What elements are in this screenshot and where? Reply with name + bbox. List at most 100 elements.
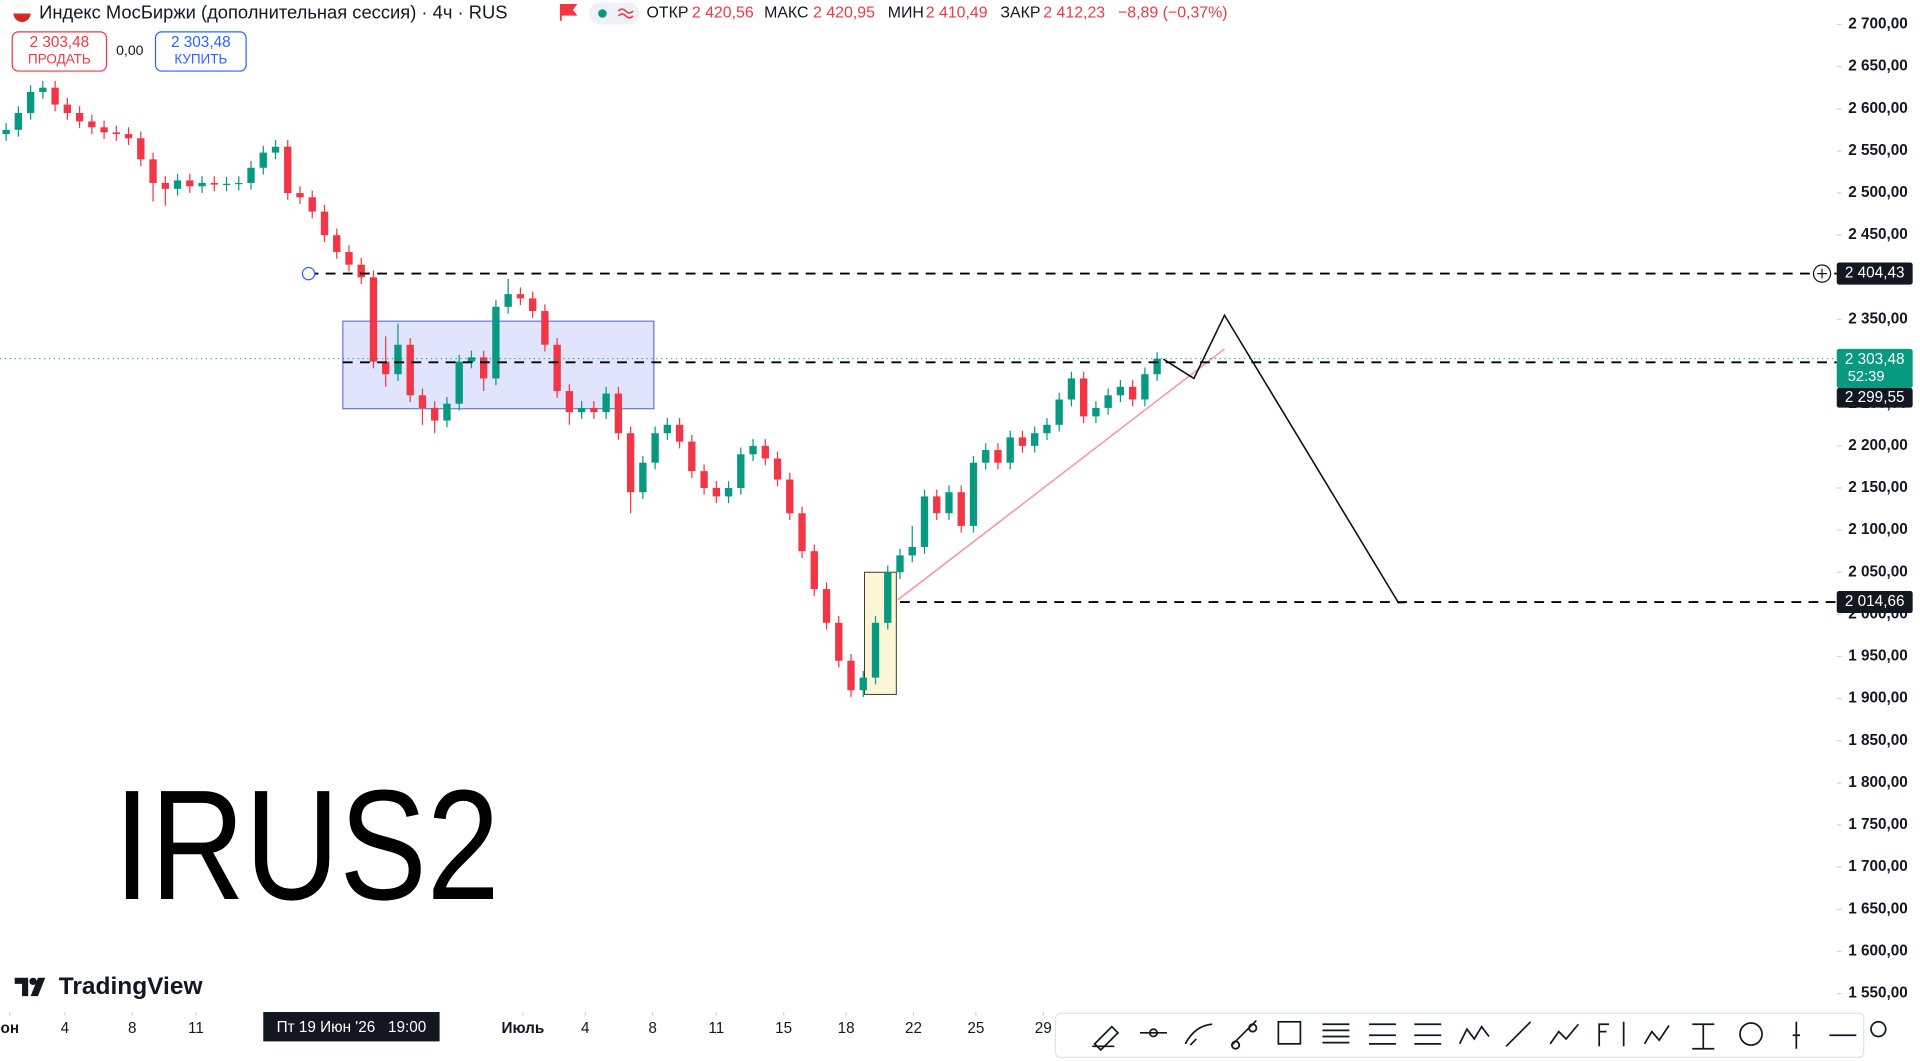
candle-body [112, 132, 120, 135]
candle-body [577, 407, 586, 413]
candle-body [308, 197, 316, 212]
candle-body [945, 492, 953, 514]
candle-body [345, 252, 353, 265]
tool-icon[interactable] [1505, 1021, 1532, 1047]
x-tick-label: 8 [128, 1020, 137, 1037]
flag-icon[interactable] [559, 3, 578, 21]
x-tick-label: 15 [775, 1020, 792, 1037]
y-tick-label: 1 950,00 [1848, 648, 1908, 665]
candle-body [394, 344, 402, 375]
candle-body [602, 393, 610, 413]
candle-body [137, 138, 145, 160]
candle-body [957, 492, 965, 526]
logo: TradingView [59, 973, 204, 1000]
tool-icon[interactable] [1458, 1025, 1490, 1045]
settings-icon[interactable] [1870, 1020, 1887, 1038]
candle-body [173, 180, 182, 189]
candle-body [222, 183, 231, 186]
candle-body [259, 152, 267, 168]
tool-icon[interactable] [1184, 1023, 1213, 1046]
candle-body [773, 458, 782, 480]
candle-body [51, 87, 59, 105]
ohlc-label: ОТКР [647, 5, 689, 22]
y-tick-label: 2 700,00 [1848, 16, 1908, 33]
candle-body [626, 433, 635, 493]
change-value: −8,89 (−0,37%) [1118, 5, 1228, 22]
candle-body [1055, 399, 1063, 425]
candle-body [418, 395, 427, 408]
candle-body [161, 182, 169, 189]
candle-body [369, 277, 378, 362]
y-tick-label: 2 500,00 [1848, 184, 1908, 201]
candle-body [822, 589, 831, 623]
candle-body [186, 180, 194, 187]
ohlc-value: 2 420,95 [813, 5, 875, 22]
buy-price: 2 303,48 [171, 34, 231, 51]
y-tick-label: 1 650,00 [1848, 900, 1908, 917]
price-label-bg [1836, 591, 1913, 614]
tool-icon[interactable] [1643, 1024, 1670, 1045]
tool-icon[interactable] [1792, 1021, 1800, 1049]
candle-body [75, 113, 84, 122]
status-pill [588, 2, 640, 25]
symbol-title: Индекс МосБиржи (дополнительная сессия) … [39, 1, 507, 22]
last-price-bg [1836, 348, 1913, 389]
toolbar [1054, 1012, 1865, 1058]
candle-body [1043, 424, 1051, 434]
candle-body [700, 471, 708, 488]
candle-body [1018, 437, 1027, 446]
tool-icon[interactable] [1549, 1023, 1580, 1045]
candle-body [26, 91, 35, 114]
y-tick-label: 2 150,00 [1848, 479, 1908, 496]
tool-icon[interactable] [1322, 1023, 1350, 1044]
tool-icon[interactable] [1277, 1020, 1302, 1045]
crosshair-label: Пт 19 Июн '26 19:00 [277, 1019, 427, 1036]
candle-body [39, 87, 47, 92]
candle-body [590, 407, 598, 413]
candle-body [859, 677, 867, 691]
x-tick-label: 11 [708, 1020, 724, 1037]
tool-icon[interactable] [1231, 1019, 1258, 1050]
candle-body [1080, 378, 1088, 417]
ohlc-label: МАКС [764, 5, 808, 22]
sell-button[interactable] [11, 31, 108, 72]
candle-body [296, 193, 304, 198]
candle-body [516, 294, 525, 299]
y-tick-label: 1 900,00 [1848, 690, 1908, 707]
plot-area [0, 80, 1837, 697]
candle-body [651, 433, 659, 463]
candle-body [798, 513, 806, 552]
tool-icon[interactable] [1092, 1025, 1120, 1052]
candle-body [541, 311, 549, 345]
candle-body [149, 159, 157, 183]
candle-body [553, 344, 561, 392]
candle-body [1153, 358, 1161, 375]
tool-icon[interactable] [1598, 1021, 1625, 1047]
y-tick-label: 1 700,00 [1848, 858, 1908, 875]
last-price-label: 2 303,48 [1845, 351, 1905, 368]
candle-body [810, 551, 818, 590]
y-tick-label: 1 850,00 [1848, 732, 1908, 749]
candle-body [724, 487, 733, 497]
annotation: IRUS2 [114, 758, 500, 933]
candle-body [1092, 407, 1100, 417]
candle-body [235, 182, 243, 185]
buy-button[interactable] [154, 31, 247, 72]
candle-body [896, 555, 904, 573]
candle-body [908, 546, 916, 556]
tool-icon[interactable] [1368, 1023, 1396, 1045]
x-tick-label: 25 [967, 1020, 984, 1037]
candle-body [406, 344, 414, 396]
zone-rectangle [864, 571, 897, 695]
x-tick-label: он [1, 1020, 20, 1037]
tool-icon[interactable] [1692, 1023, 1715, 1050]
tool-icon[interactable] [1140, 1028, 1167, 1038]
sell-label: ПРОДАТЬ [28, 52, 91, 67]
tool-icon[interactable] [1414, 1023, 1442, 1045]
candle-body [749, 445, 757, 455]
tool-icon[interactable] [1739, 1022, 1763, 1046]
x-tick-label: 22 [905, 1020, 922, 1037]
candle-body [835, 622, 843, 661]
candle-body [357, 264, 365, 278]
candle-body [284, 146, 292, 194]
